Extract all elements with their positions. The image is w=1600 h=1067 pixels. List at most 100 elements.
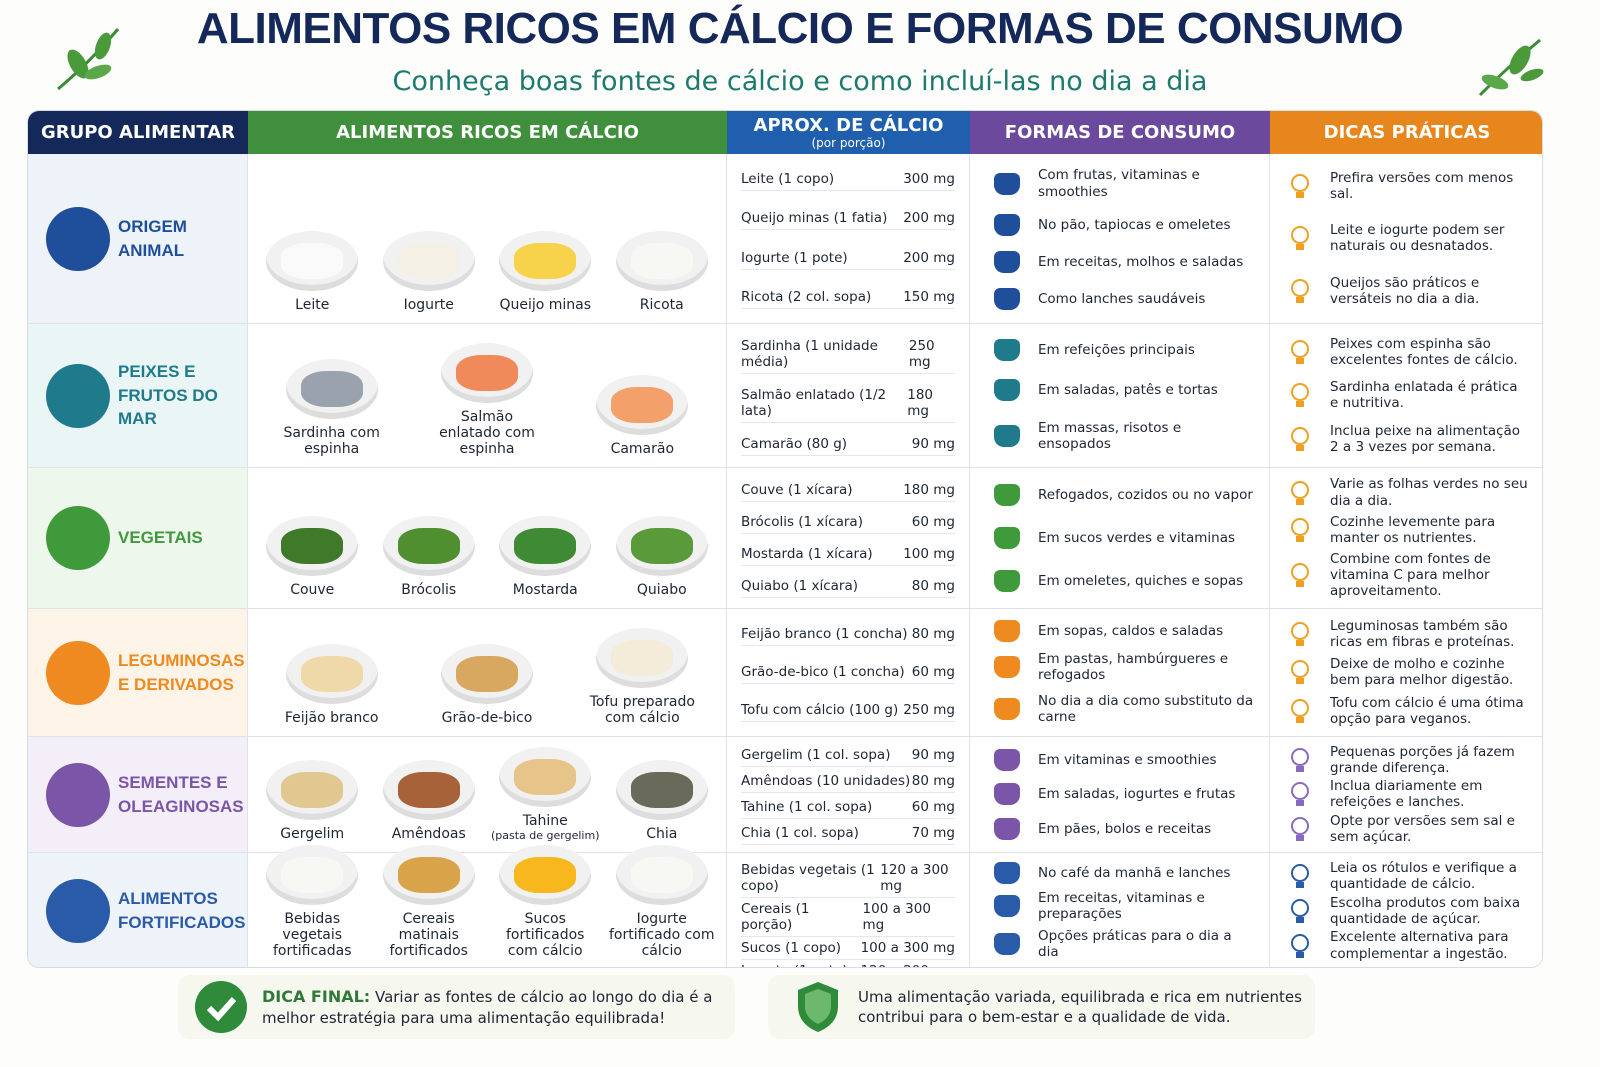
calcium-amount: 250 mg (908, 338, 935, 370)
food-image (499, 231, 592, 291)
table-cell: Couve (1 xícara) 180 mg Brócolis (1 xícara… (727, 468, 970, 609)
use-row: Em refeições principais (994, 339, 1255, 362)
food-image (499, 845, 592, 905)
calcium-amount: 60 mg (911, 663, 955, 680)
calcium-item: Sardinha (1 unidade média) (741, 338, 878, 370)
calcium-list: Couve (1 xícara) 180 mg Brócolis (1 xícara… (727, 468, 969, 608)
food: Queijo minas (490, 231, 600, 313)
food-image (382, 760, 475, 820)
tip-icon (1291, 480, 1309, 505)
check-icon (195, 981, 247, 1033)
use-text: No pão, tapiocas e omeletes (1038, 217, 1231, 234)
food-image (266, 516, 359, 576)
calcium-item: Gergelim (1 col. sopa) (741, 747, 891, 764)
food: Grão-de-bico (432, 644, 542, 726)
table-cell: Gergelim (1 col. sopa) 90 mg Amêndoas (10 … (727, 737, 970, 853)
group-name: LEGUMINOSAS E DERIVADOS (118, 650, 245, 694)
table-cell: Bebidas vegetais fortificadas Cereais mat… (248, 845, 727, 967)
table-cell: Feijão branco (1 concha) 80 mg Grão-de-bic… (727, 609, 970, 737)
calcium-item: Tofu com cálcio (100 g) (741, 702, 899, 719)
use-icon (994, 894, 1020, 917)
calcium-row: Tahine (1 col. sopa) 60 mg (741, 796, 955, 819)
tip-text: Pequenas porções já fazem grande diferen… (1330, 743, 1515, 777)
food-image (266, 231, 359, 291)
calcium-list: Sardinha (1 unidade média) 250 mg Salmão e… (727, 324, 969, 467)
food-image (615, 760, 708, 820)
table: GRUPO ALIMENTAR ALIMENTOS RICOS EM CÁLCIO… (27, 110, 1543, 968)
calcium-item: Amêndoas (10 unidades) (741, 773, 911, 790)
food: Tofu preparado com cálcio (587, 628, 697, 726)
use-row: Em massas, risotos e ensopados (994, 420, 1255, 452)
calcium-list: Bebidas vegetais (1 copo) 120 a 300 mg Cer… (727, 853, 969, 967)
uses-list: Refogados, cozidos ou no vapor Em sucos v… (970, 468, 1269, 608)
column-header: ALIMENTOS RICOS EM CÁLCIO (248, 111, 727, 154)
use-icon (994, 932, 1020, 955)
food-fill (514, 759, 577, 795)
food-fill (397, 857, 460, 893)
table-cell: VEGETAIS (28, 468, 248, 609)
tips-list: Pequenas porções já fazem grande diferen… (1270, 737, 1542, 852)
food: Salmão enlatado com espinha (432, 343, 542, 457)
tip-text: Varie as folhas verdes no seu dia a dia. (1330, 476, 1528, 509)
use-text: Em massas, risotos e ensopados (1038, 419, 1182, 452)
tips-list: Leia os rótulos e verifique a quantidade… (1270, 853, 1542, 967)
food-name: Amêndoas (391, 826, 466, 842)
tips-list: Peixes com espinha são excelentes fontes… (1270, 324, 1542, 467)
tip-text: Excelente alternativa para complementar … (1330, 929, 1509, 962)
food-image (440, 644, 533, 704)
uses-list: Em sopas, caldos e saladas Em pastas, ham… (970, 609, 1269, 736)
calcium-row: Iogurte (1 pote) 200 mg (741, 247, 955, 270)
use-row: Em omeletes, quiches e sopas (994, 569, 1255, 592)
footer-note: Uma alimentação variada, equilibrada e r… (768, 975, 1315, 1039)
table-cell: Sardinha com espinha Salmão enlatado com … (248, 324, 727, 468)
calcium-amount: 180 mg (903, 481, 955, 498)
column-label: ALIMENTOS RICOS EM CÁLCIO (336, 122, 639, 143)
food-name: Couve (290, 582, 335, 598)
foods: Leite Iogurte Queijo minas Ricota (248, 154, 726, 323)
food-image (615, 845, 708, 905)
tip-icon (1291, 864, 1309, 889)
calcium-amount: 80 mg (911, 773, 955, 790)
calcium-item: Tahine (1 col. sopa) (741, 798, 873, 815)
food-fill (630, 528, 693, 564)
group-icon (46, 879, 110, 943)
use-row: Em sopas, caldos e saladas (994, 619, 1255, 642)
use-icon (994, 424, 1020, 447)
table-cell: PEIXES E FRUTOS DO MAR (28, 324, 248, 468)
use-icon (994, 526, 1020, 549)
table-cell: Pequenas porções já fazem grande diferen… (1270, 737, 1542, 853)
tip-text: Inclua diariamente em refeições e lanche… (1330, 778, 1483, 811)
footer-note-text: Uma alimentação variada, equilibrada e r… (858, 987, 1302, 1026)
foods: Gergelim Amêndoas Tahine (pasta de gergelim… (248, 737, 726, 852)
calcium-row: Sardinha (1 unidade média) 250 mg (741, 335, 955, 374)
calcium-row: Tofu com cálcio (100 g) 250 mg (741, 699, 955, 723)
calcium-item: Grão-de-bico (1 concha) (741, 663, 905, 680)
food-note: (pasta de gergelim) (491, 829, 600, 842)
table-cell: Leia os rótulos e verifique a quantidade… (1270, 853, 1542, 967)
calcium-amount: 200 mg (903, 249, 955, 266)
column-header: FORMAS DE CONSUMO (970, 111, 1270, 154)
final-tip-label: DICA FINAL: (262, 987, 371, 1007)
tip-row: Tofu com cálcio é uma ótima opção para v… (1288, 695, 1529, 727)
column-label: GRUPO ALIMENTAR (40, 122, 236, 143)
tip-text: Tofu com cálcio é uma ótima opção para v… (1330, 694, 1524, 727)
tip-text: Combine com fontes de vitamina C para me… (1330, 550, 1491, 600)
tip-icon (1291, 622, 1309, 647)
use-row: Refogados, cozidos ou no vapor (994, 484, 1255, 507)
use-row: Em sucos verdes e vitaminas (994, 526, 1255, 549)
calcium-amount: 180 mg (907, 387, 934, 419)
table-cell: Refogados, cozidos ou no vapor Em sucos v… (970, 468, 1270, 609)
calcium-amount: 90 mg (911, 436, 955, 452)
food: Sardinha com espinha (277, 359, 387, 457)
tip-text: Prefira versões com menos sal. (1330, 169, 1514, 203)
calcium-row: Leite (1 copo) 300 mg (741, 168, 955, 192)
food-name: Tofu preparado com cálcio (589, 694, 695, 726)
tip-text: Escolha produtos com baixa quantidade de… (1330, 894, 1521, 927)
column-header: APROX. DE CÁLCIO (por porção) (727, 111, 970, 154)
use-text: Em sucos verdes e vitaminas (1038, 529, 1236, 546)
calcium-item: Queijo minas (1 fatia) (741, 210, 888, 227)
column-label: FORMAS DE CONSUMO (1004, 122, 1236, 143)
calcium-item: Feijão branco (1 concha) (741, 625, 908, 642)
tip-icon (1291, 898, 1309, 923)
